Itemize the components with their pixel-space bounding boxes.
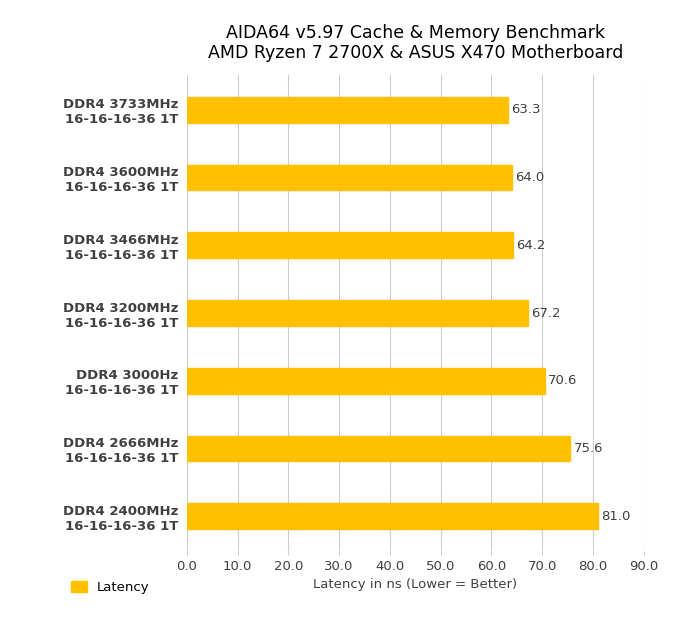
Bar <box>187 232 513 258</box>
Legend: Latency: Latency <box>66 575 155 599</box>
Bar <box>187 368 545 394</box>
Text: 70.6: 70.6 <box>548 374 578 387</box>
Text: 63.3: 63.3 <box>511 103 540 116</box>
Text: 81.0: 81.0 <box>601 510 630 523</box>
Bar <box>187 97 508 123</box>
Text: 64.0: 64.0 <box>515 171 544 184</box>
X-axis label: Latency in ns (Lower = Better): Latency in ns (Lower = Better) <box>313 578 517 592</box>
Bar <box>187 300 528 326</box>
Text: 64.2: 64.2 <box>516 239 545 252</box>
Title: AIDA64 v5.97 Cache & Memory Benchmark
AMD Ryzen 7 2700X & ASUS X470 Motherboard: AIDA64 v5.97 Cache & Memory Benchmark AM… <box>208 24 623 63</box>
Bar <box>187 503 598 529</box>
Text: 67.2: 67.2 <box>531 307 561 319</box>
Bar <box>187 165 511 190</box>
Bar <box>187 436 570 461</box>
Text: 75.6: 75.6 <box>574 442 603 455</box>
